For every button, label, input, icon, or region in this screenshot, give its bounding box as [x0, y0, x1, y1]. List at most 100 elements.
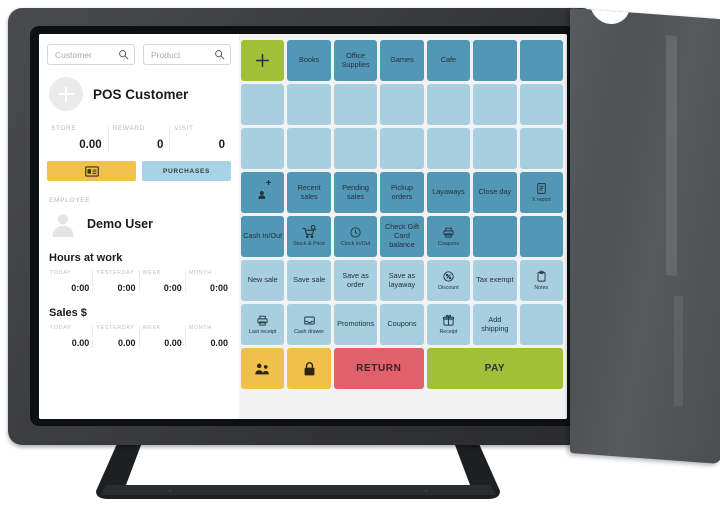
printer-icon	[256, 314, 269, 327]
cash-drawer-button[interactable]: Cash drawer	[287, 304, 331, 345]
add-customer-button[interactable]: +	[241, 172, 285, 213]
tax-exempt-button[interactable]: Tax exempt	[473, 260, 517, 301]
search-row	[47, 44, 231, 65]
customer-header[interactable]: POS Customer	[49, 77, 231, 111]
x-report-button[interactable]: X report	[519, 172, 563, 213]
customer-search-box[interactable]	[47, 44, 135, 65]
tile-sublabel: Coupons	[437, 240, 460, 247]
tile-empty-r2c6[interactable]	[473, 84, 517, 125]
tile-label: Games	[390, 55, 414, 65]
tile-label: Check Gift Card balance	[384, 222, 420, 249]
save-as-order-button[interactable]: Save as order	[333, 260, 378, 301]
customer-search-input[interactable]	[53, 48, 118, 61]
action-grid-pane: Books Office Supplies Games Cafe + Recent sal…	[239, 34, 567, 419]
tile-label: Close day	[478, 187, 512, 197]
loyalty-card-icon	[84, 165, 99, 177]
tile-empty-r2c7[interactable]	[519, 84, 563, 125]
employee-header: Demo User	[49, 210, 231, 238]
tile-empty-r2c1[interactable]	[241, 84, 285, 125]
pickup-orders-button[interactable]: Pickup orders	[380, 172, 424, 213]
tile-empty-r2c4[interactable]	[380, 84, 424, 125]
promotions-button[interactable]: Promotions	[333, 304, 378, 345]
close-day-button[interactable]: Close day	[473, 172, 517, 213]
tile-label: Save sale	[293, 275, 326, 285]
discount-button[interactable]: Discount	[426, 260, 471, 301]
employee-name: Demo User	[87, 217, 153, 231]
action-tile-grid: Books Office Supplies Games Cafe + Recent sal…	[241, 40, 563, 389]
cash-in-out-button[interactable]: Cash In/Out	[241, 216, 285, 257]
receipt-button[interactable]: Receipt	[426, 304, 471, 345]
tile-empty-r2c2[interactable]	[287, 84, 331, 125]
category-games[interactable]: Games	[380, 40, 424, 81]
tile-label: PAY	[484, 362, 506, 374]
category-cafe[interactable]: Cafe	[426, 40, 471, 81]
product-search-input[interactable]	[149, 48, 214, 61]
pending-sales-button[interactable]: Pending sales	[333, 172, 378, 213]
tile-empty-r3c2[interactable]	[287, 128, 331, 169]
coupons-printer-button[interactable]: Coupons	[426, 216, 471, 257]
switch-user-button[interactable]	[241, 348, 285, 389]
sales-today: TODAY 0.00	[47, 325, 94, 348]
tile-empty-r3c5[interactable]	[426, 128, 471, 169]
tile-empty-r3c3[interactable]	[333, 128, 378, 169]
category-office-supplies[interactable]: Office Supplies	[333, 40, 378, 81]
document-icon	[535, 182, 548, 195]
category-books[interactable]: Books	[287, 40, 331, 81]
last-receipt-button[interactable]: Last receipt	[241, 304, 285, 345]
tile-empty-r2c5[interactable]	[426, 84, 471, 125]
add-user-icon	[256, 186, 270, 200]
loyalty-card-button[interactable]	[47, 161, 136, 181]
column-header: MONTH	[188, 270, 212, 276]
column-header: TODAY	[50, 325, 72, 331]
search-icon	[119, 50, 129, 60]
tile-empty-r3c6[interactable]	[473, 128, 517, 169]
add-shipping-button[interactable]: Add shipping	[473, 304, 517, 345]
add-customer-avatar[interactable]	[49, 77, 83, 111]
stat-store: STORE 0.00	[47, 125, 109, 151]
pay-button[interactable]: PAY	[426, 348, 563, 389]
tile-label: Cafe	[440, 55, 457, 65]
tile-empty-r5c7[interactable]	[519, 216, 563, 257]
tile-empty-r3c1[interactable]	[241, 128, 285, 169]
customer-stats: STORE 0.00 REWARD 0 VISIT 0	[47, 125, 231, 151]
category-empty-2[interactable]	[519, 40, 563, 81]
customer-actions: PURCHASES	[47, 161, 231, 181]
clock-in-out-button[interactable]: Clock In/Out	[333, 216, 378, 257]
gift-icon	[442, 314, 455, 327]
column-header: WEEK	[142, 270, 161, 276]
return-button[interactable]: RETURN	[333, 348, 424, 389]
check-gift-card-balance-button[interactable]: Check Gift Card balance	[380, 216, 424, 257]
tile-empty-r3c4[interactable]	[380, 128, 424, 169]
tile-empty-r7c7[interactable]	[519, 304, 563, 345]
sales-week: WEEK 0.00	[140, 325, 186, 348]
pos-screen: POS Customer STORE 0.00 REWARD 0 VISIT	[39, 34, 567, 419]
stat-label: STORE	[51, 125, 77, 132]
tile-sublabel: Last receipt	[249, 328, 277, 335]
sales-table: TODAY 0.00 YESTERDAY 0.00 WEEK 0.00 MO	[47, 325, 231, 348]
purchases-button[interactable]: PURCHASES	[142, 161, 231, 181]
save-sale-button[interactable]: Save sale	[287, 260, 331, 301]
printer-icon	[442, 226, 455, 239]
tile-empty-r2c3[interactable]	[333, 84, 378, 125]
plus-icon	[254, 52, 271, 69]
percent-circle-icon	[442, 270, 455, 283]
plus-circle-icon	[58, 86, 74, 102]
lock-screen-button[interactable]	[287, 348, 331, 389]
tray-icon	[303, 314, 316, 327]
save-as-layaway-button[interactable]: Save as layaway	[380, 260, 424, 301]
layaways-button[interactable]: Layaways	[426, 172, 471, 213]
category-empty-1[interactable]	[473, 40, 517, 81]
add-category-button[interactable]	[241, 40, 285, 81]
sales-yesterday: YESTERDAY 0.00	[93, 325, 140, 348]
notes-button[interactable]: Notes	[519, 260, 563, 301]
coupons-button[interactable]: Coupons	[380, 304, 424, 345]
sales-title: Sales $	[49, 307, 87, 319]
recent-sales-button[interactable]: Recent sales	[287, 172, 331, 213]
new-sale-button[interactable]: New sale	[241, 260, 285, 301]
column-header: MONTH	[188, 325, 212, 331]
tile-empty-r5c6[interactable]	[473, 216, 517, 257]
stock-price-button[interactable]: Stock & Price	[287, 216, 331, 257]
tile-empty-r3c7[interactable]	[519, 128, 563, 169]
product-search-box[interactable]	[143, 44, 231, 65]
